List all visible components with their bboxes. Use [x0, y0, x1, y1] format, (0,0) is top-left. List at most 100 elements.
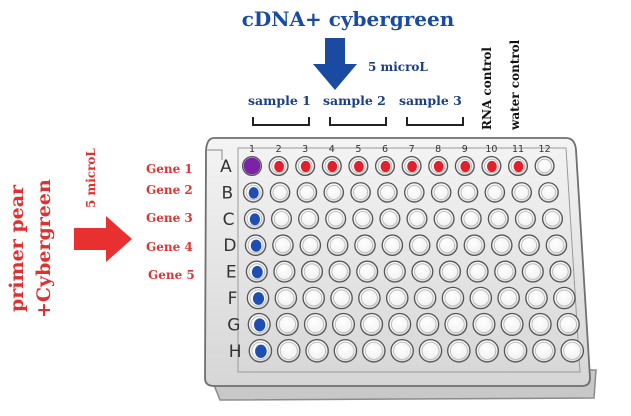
well-A3: [295, 155, 316, 177]
well-sample-dot: [327, 160, 338, 173]
well-H10: [503, 338, 528, 363]
well-F3: [302, 286, 326, 310]
well-sample-dot: [513, 160, 524, 173]
column-label-5: 5: [355, 144, 361, 155]
well-D2: [272, 234, 294, 257]
well-E2: [273, 260, 296, 283]
well-C2: [270, 208, 293, 230]
well-E9: [466, 260, 489, 283]
row-label-H: H: [229, 342, 242, 362]
well-B1: [242, 182, 264, 203]
well-C9: [460, 208, 482, 230]
well-A5: [348, 155, 369, 177]
well-H3: [305, 338, 329, 363]
well-sample-dot: [250, 239, 262, 252]
sample-1-label: sample 1: [248, 93, 311, 108]
well-sample-dot: [433, 160, 444, 173]
well-sample-dot: [251, 265, 263, 279]
well-F5: [358, 286, 381, 310]
row-label-F: F: [228, 289, 238, 309]
gene-1-label: Gene 1: [146, 162, 193, 176]
row-label-A: A: [220, 157, 232, 177]
well-A7: [401, 155, 422, 177]
well-A9: [454, 155, 475, 177]
well-A8: [428, 155, 449, 177]
column-label-2: 2: [276, 144, 282, 155]
well-sample-dot: [407, 160, 417, 173]
well-D9: [463, 234, 486, 257]
well-H9: [475, 338, 500, 363]
well-D1: [244, 234, 267, 257]
column-label-6: 6: [382, 144, 388, 155]
well-sample-dot: [300, 160, 311, 173]
column-labels: 1 2 3 4 5 6 7 8 9 10 11 12: [249, 144, 551, 155]
well-H6: [390, 338, 414, 363]
well-H7: [418, 338, 443, 363]
well-B3: [296, 182, 318, 203]
blue-down-arrow-icon: [313, 38, 357, 90]
well-C8: [433, 208, 455, 230]
well-D5: [354, 234, 376, 257]
well-F6: [385, 286, 409, 310]
well-H4: [333, 338, 358, 363]
well-A4: [321, 155, 342, 177]
well-F12: [553, 286, 576, 310]
sample-3-label: sample 3: [399, 93, 462, 108]
column-label-12: 12: [539, 144, 551, 155]
well-E8: [438, 260, 462, 283]
well-sample-dot: [460, 160, 471, 173]
well-E10: [494, 260, 517, 283]
well-A12: [534, 155, 555, 177]
well-C5: [352, 208, 374, 230]
well-sample-dot: [487, 160, 497, 173]
well-E3: [300, 260, 324, 283]
column-label-8: 8: [435, 144, 441, 155]
well-E5: [356, 260, 379, 283]
well-H11: [532, 338, 556, 363]
well-B4: [323, 182, 345, 203]
well-C4: [325, 208, 347, 230]
well-H5: [361, 338, 386, 363]
well-G8: [444, 312, 468, 336]
well-B2: [269, 182, 291, 203]
well-F1: [246, 286, 270, 310]
well-F4: [330, 286, 353, 310]
well-C1: [243, 208, 265, 230]
well-sample-dot: [274, 160, 284, 173]
well-F8: [441, 286, 465, 310]
well-sample-dot: [380, 160, 391, 173]
well-C10: [487, 208, 509, 230]
row-label-C: C: [223, 210, 235, 230]
well-C3: [298, 208, 320, 230]
gene-4-label: Gene 4: [146, 240, 193, 254]
column-label-1: 1: [249, 144, 255, 155]
sample-2-label: sample 2: [323, 93, 386, 108]
well-D11: [518, 234, 540, 257]
well-A1: [241, 155, 263, 177]
well-sample-dot: [254, 318, 266, 332]
well-H2: [276, 338, 301, 363]
well-D8: [436, 234, 458, 257]
well-B11: [511, 182, 532, 203]
well-C12: [541, 208, 564, 230]
well-E4: [328, 260, 351, 283]
well-sample-dot: [255, 344, 267, 358]
wells-grid: [241, 155, 585, 363]
diagram-title: cDNA+ cybergreen: [241, 7, 455, 31]
row-label-G: G: [227, 315, 240, 335]
well-B9: [457, 182, 479, 203]
well-sample-dot: [249, 213, 261, 226]
column-label-10: 10: [485, 144, 497, 155]
well-H8: [447, 338, 471, 363]
well-A11: [507, 155, 529, 177]
column-label-3: 3: [302, 144, 308, 155]
well-F2: [274, 286, 298, 310]
well-C6: [379, 208, 401, 230]
column-label-11: 11: [512, 144, 524, 155]
well-E7: [411, 260, 434, 283]
column-label-9: 9: [462, 144, 468, 155]
well-F9: [469, 286, 493, 310]
